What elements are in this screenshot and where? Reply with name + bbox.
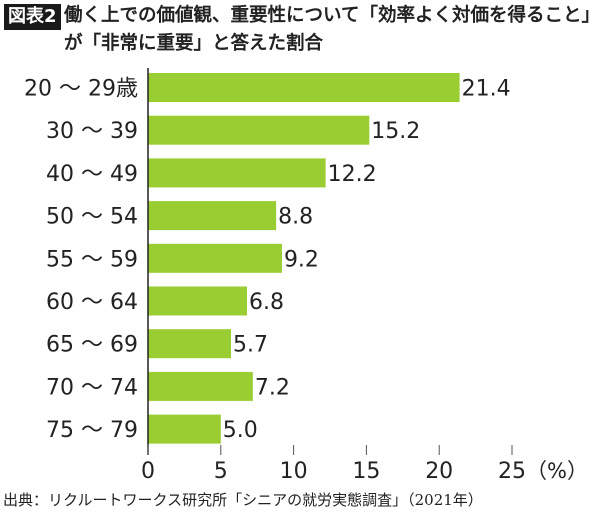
- bar: [148, 201, 277, 231]
- value-label: 5.0: [223, 418, 258, 443]
- x-tick-label: 25: [498, 459, 526, 484]
- value-label: 9.2: [284, 247, 319, 272]
- category-label: 70 〜 74: [46, 375, 138, 400]
- category-label: 50 〜 54: [46, 205, 138, 230]
- value-label: 12.2: [328, 162, 377, 187]
- bar: [148, 73, 460, 102]
- value-label: 21.4: [462, 77, 511, 102]
- category-label: 40 〜 49: [46, 162, 138, 187]
- value-label: 15.2: [371, 119, 420, 144]
- value-label: 7.2: [255, 375, 290, 400]
- value-label: 6.8: [249, 290, 284, 315]
- category-label: 60 〜 64: [46, 290, 138, 315]
- source-note: 出典：リクルートワークス研究所「シニアの就労実態調査」（2021年）: [3, 491, 483, 509]
- category-label: 30 〜 39: [46, 119, 138, 144]
- bar: [148, 158, 326, 188]
- bar: [148, 414, 221, 444]
- category-label: 55 〜 59: [46, 247, 138, 272]
- x-tick-label: 5: [214, 459, 228, 484]
- bar: [148, 329, 231, 359]
- bar: [148, 371, 253, 401]
- x-tick-label: 0: [141, 459, 155, 484]
- value-label: 8.8: [278, 205, 313, 230]
- category-label: 75 〜 79: [46, 418, 138, 443]
- chart-title-line2: が「非常に重要」と答えた割合: [64, 33, 324, 54]
- x-tick-label: 10: [280, 459, 308, 484]
- category-label: 20 〜 29歳: [24, 77, 138, 102]
- chart-title-line1: 働く上での価値観、重要性について「効率よく対価を得ること」: [64, 5, 600, 26]
- x-tick-label: 20: [425, 459, 453, 484]
- figure-badge: 図表2: [4, 4, 61, 30]
- x-unit-label: （%）: [526, 459, 588, 483]
- bar: [148, 243, 282, 273]
- bar: [148, 115, 370, 145]
- category-label: 65 〜 69: [46, 333, 138, 358]
- x-tick-label: 15: [352, 459, 380, 484]
- value-label: 5.7: [233, 333, 268, 358]
- bar: [148, 286, 248, 316]
